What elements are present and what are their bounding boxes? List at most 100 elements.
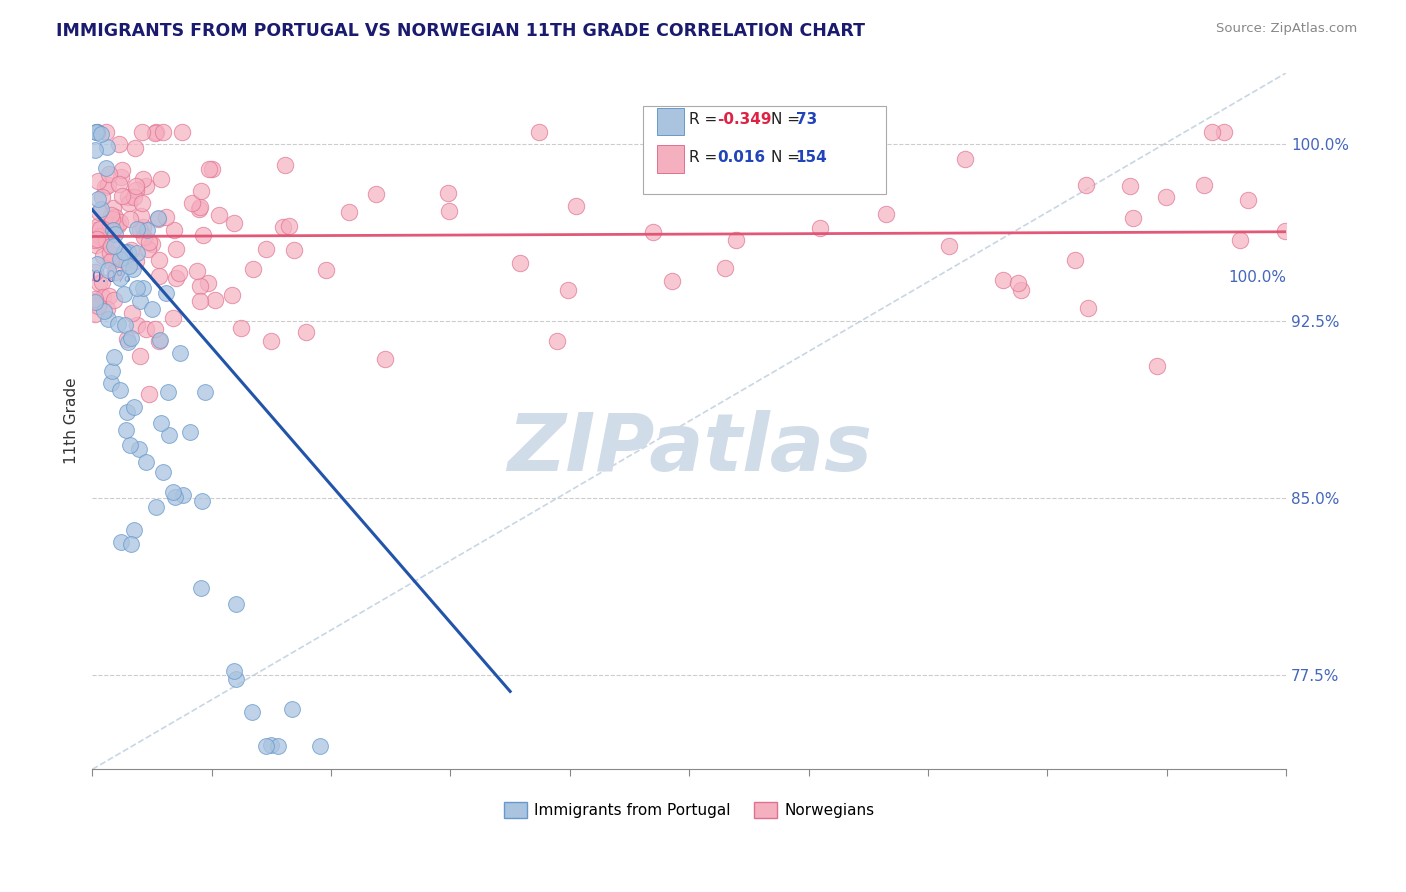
Point — [110, 189, 132, 203]
Point — [86, 125, 108, 139]
Point — [254, 242, 277, 256]
Point — [240, 705, 263, 719]
Point — [100, 239, 122, 253]
Point — [149, 172, 172, 186]
Point — [201, 161, 224, 176]
Point — [104, 227, 127, 241]
Point — [115, 404, 138, 418]
Point — [135, 179, 157, 194]
Point — [186, 264, 208, 278]
Point — [118, 259, 141, 273]
Point — [97, 289, 120, 303]
Point — [90, 202, 112, 216]
Point — [167, 266, 190, 280]
Point — [1213, 125, 1236, 139]
Point — [875, 207, 897, 221]
Text: 0.0%: 0.0% — [93, 270, 131, 285]
Point — [706, 156, 728, 170]
Point — [114, 254, 136, 268]
Point — [86, 232, 108, 246]
Point — [87, 299, 110, 313]
Point — [145, 127, 167, 141]
Point — [222, 664, 245, 678]
Point — [145, 500, 167, 515]
Point — [191, 228, 214, 243]
Point — [89, 221, 111, 235]
Point — [98, 246, 121, 260]
Point — [557, 283, 579, 297]
Point — [191, 493, 214, 508]
Point — [337, 205, 360, 219]
Point — [120, 331, 142, 345]
Point — [1076, 178, 1098, 192]
Point — [100, 253, 122, 268]
Point — [136, 242, 159, 256]
Point — [366, 187, 388, 202]
Text: N =: N = — [770, 112, 804, 128]
Point — [103, 252, 125, 267]
Point — [103, 265, 125, 279]
Text: ZIPatlas: ZIPatlas — [506, 410, 872, 488]
Point — [155, 211, 177, 225]
Point — [89, 229, 111, 244]
Point — [437, 186, 460, 200]
Point — [101, 212, 124, 227]
Point — [136, 223, 159, 237]
Text: IMMIGRANTS FROM PORTUGAL VS NORWEGIAN 11TH GRADE CORRELATION CHART: IMMIGRANTS FROM PORTUGAL VS NORWEGIAN 11… — [56, 22, 865, 40]
Point — [117, 190, 139, 204]
Point — [808, 221, 831, 235]
Point — [132, 280, 155, 294]
Point — [148, 334, 170, 349]
Text: Source: ZipAtlas.com: Source: ZipAtlas.com — [1216, 22, 1357, 36]
Point — [86, 125, 108, 139]
Point — [138, 387, 160, 401]
Point — [132, 229, 155, 244]
Point — [107, 218, 129, 232]
Point — [120, 537, 142, 551]
Point — [110, 215, 132, 229]
Point — [166, 271, 188, 285]
Point — [128, 442, 150, 456]
Point — [278, 219, 301, 233]
Point — [190, 581, 212, 595]
Point — [1201, 125, 1223, 139]
Point — [118, 212, 141, 227]
Point — [281, 702, 304, 716]
Point — [546, 334, 568, 349]
Point — [155, 286, 177, 301]
Point — [162, 485, 184, 500]
Point — [138, 235, 160, 249]
Point — [146, 211, 169, 226]
Point — [141, 302, 163, 317]
Text: R =: R = — [689, 112, 723, 128]
Point — [107, 137, 129, 152]
Point — [104, 210, 127, 224]
Point — [135, 322, 157, 336]
Point — [86, 257, 108, 271]
Point — [190, 184, 212, 198]
Point — [103, 350, 125, 364]
Point — [1063, 252, 1085, 267]
Point — [115, 332, 138, 346]
Point — [374, 351, 396, 366]
Point — [87, 192, 110, 206]
Point — [83, 295, 105, 310]
Point — [118, 196, 141, 211]
Point — [83, 293, 105, 308]
Point — [197, 276, 219, 290]
Point — [128, 349, 150, 363]
Point — [204, 293, 226, 307]
Point — [125, 254, 148, 268]
Point — [93, 290, 115, 304]
Point — [107, 177, 129, 191]
Point — [163, 223, 186, 237]
Point — [148, 252, 170, 267]
Point — [169, 346, 191, 360]
Point — [125, 318, 148, 333]
Point — [94, 161, 117, 176]
Point — [114, 318, 136, 332]
Point — [97, 168, 120, 182]
Point — [125, 222, 148, 236]
Point — [104, 220, 127, 235]
Point — [129, 209, 152, 223]
